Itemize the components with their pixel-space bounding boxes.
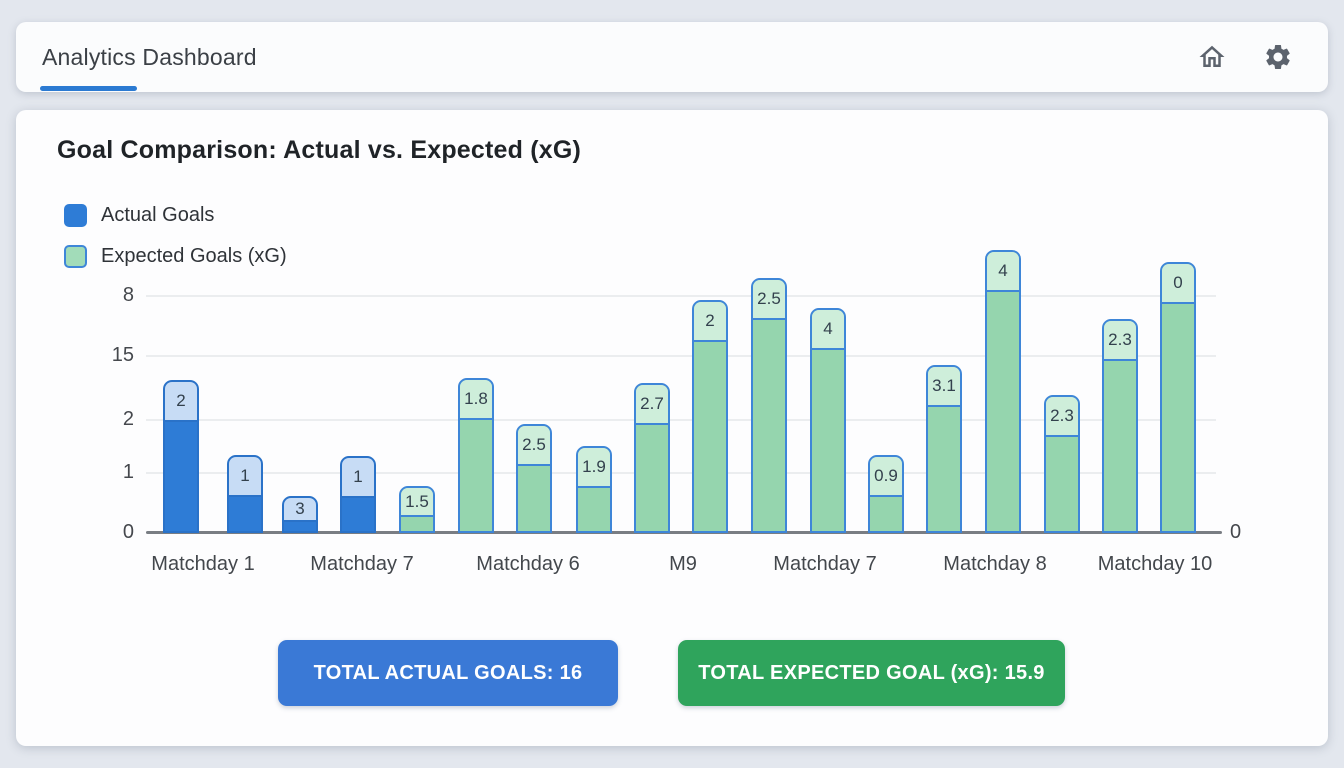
bar-value-label: 3.1 (928, 367, 960, 407)
bar-value-label: 3 (284, 498, 316, 522)
bar-value-label: 1.5 (401, 488, 433, 517)
bar-expected[interactable]: 2 (692, 300, 728, 533)
bar-expected[interactable]: 2.3 (1102, 319, 1138, 533)
bar-value-label: 2 (165, 382, 197, 422)
legend-item-expected-goals[interactable]: Expected Goals (xG) (64, 245, 287, 268)
gear-icon (1266, 45, 1290, 69)
app-title: Analytics Dashboard (42, 43, 257, 70)
bar-expected[interactable]: 2.3 (1044, 395, 1080, 533)
legend-item-actual-goals[interactable]: Actual Goals (64, 204, 287, 227)
settings-button[interactable] (1262, 41, 1294, 73)
legend-swatch-actual (64, 204, 87, 227)
bar-expected[interactable]: 1.5 (399, 486, 435, 533)
bar-actual[interactable]: 2 (163, 380, 199, 533)
bar-value-label: 1.8 (460, 380, 492, 420)
header-actions (1196, 22, 1294, 92)
bar-value-label: 2 (694, 302, 726, 342)
bar-value-label: 1.9 (578, 448, 610, 488)
bar-expected[interactable]: 2.5 (516, 424, 552, 533)
bar-value-label: 0.9 (870, 457, 902, 497)
bar-value-label: 0 (1162, 264, 1194, 304)
total-expected-goals-button[interactable]: TOTAL EXPECTED GOAL (xG): 15.9 (678, 640, 1065, 706)
bar-expected[interactable]: 4 (985, 250, 1021, 533)
bar-value-label: 4 (812, 310, 844, 350)
chart-legend: Actual Goals Expected Goals (xG) (64, 204, 287, 286)
chart-title: Goal Comparison: Actual vs. Expected (xG… (57, 136, 582, 164)
bar-expected[interactable]: 1.9 (576, 446, 612, 533)
bar-expected[interactable]: 4 (810, 308, 846, 533)
bar-actual[interactable]: 3 (282, 496, 318, 533)
bar-value-label: 1 (342, 458, 374, 498)
total-actual-goals-button[interactable]: TOTAL ACTUAL GOALS: 16 (278, 640, 618, 706)
bar-expected[interactable]: 2.5 (751, 278, 787, 533)
bar-expected[interactable]: 0.9 (868, 455, 904, 533)
app-header: Analytics Dashboard (16, 22, 1328, 92)
bar-actual[interactable]: 1 (227, 455, 263, 533)
bar-value-label: 2.5 (518, 426, 550, 466)
bar-value-label: 1 (229, 457, 261, 497)
home-button[interactable] (1196, 41, 1228, 73)
bar-expected[interactable]: 3.1 (926, 365, 962, 533)
bar-value-label: 4 (987, 252, 1019, 292)
bar-value-label: 2.3 (1046, 397, 1078, 437)
legend-label-actual: Actual Goals (101, 204, 215, 226)
legend-label-expected: Expected Goals (xG) (101, 245, 287, 267)
bar-value-label: 2.7 (636, 385, 668, 425)
bar-expected[interactable]: 0 (1160, 262, 1196, 533)
bar-actual[interactable]: 1 (340, 456, 376, 533)
bar-expected[interactable]: 1.8 (458, 378, 494, 533)
home-icon (1199, 45, 1225, 67)
bar-value-label: 2.5 (753, 280, 785, 320)
bar-value-label: 2.3 (1104, 321, 1136, 361)
bar-expected[interactable]: 2.7 (634, 383, 670, 533)
legend-swatch-expected (64, 245, 87, 268)
active-tab-underline (40, 86, 137, 91)
